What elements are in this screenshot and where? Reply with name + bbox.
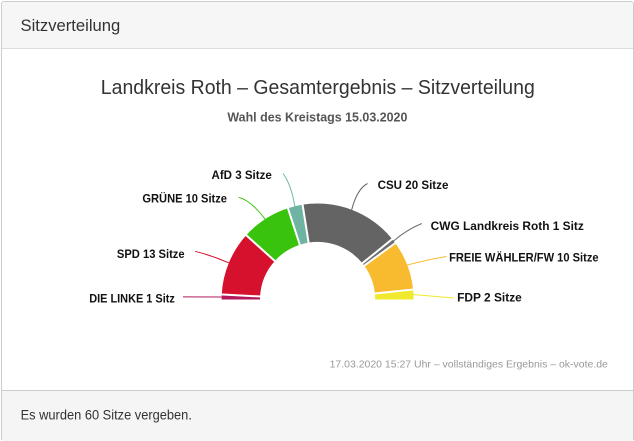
svg-text:Landkreis Roth – Gesamtergebni: Landkreis Roth – Gesamtergebnis – Sitzve… (101, 76, 535, 99)
svg-text:AfD 3 Sitze: AfD 3 Sitze (212, 168, 273, 182)
svg-text:Wahl des Kreistags 15.03.2020: Wahl des Kreistags 15.03.2020 (227, 110, 407, 124)
svg-text:DIE LINKE 1 Sitz: DIE LINKE 1 Sitz (89, 291, 175, 305)
svg-text:CWG Landkreis Roth 1 Sitz: CWG Landkreis Roth 1 Sitz (431, 219, 584, 233)
svg-text:FDP 2 Sitze: FDP 2 Sitze (457, 291, 522, 305)
svg-text:Sitzverteilung: Sitzverteilung (21, 16, 121, 35)
svg-text:CSU 20 Sitze: CSU 20 Sitze (378, 178, 449, 192)
svg-text:Es wurden 60 Sitze vergeben.: Es wurden 60 Sitze vergeben. (21, 407, 192, 423)
svg-text:GRÜNE 10 Sitze: GRÜNE 10 Sitze (142, 192, 227, 206)
svg-text:17.03.2020 15:27 Uhr – vollstä: 17.03.2020 15:27 Uhr – vollständiges Erg… (330, 358, 608, 370)
svg-text:FREIE WÄHLER/FW 10 Sitze: FREIE WÄHLER/FW 10 Sitze (449, 251, 599, 265)
svg-text:SPD 13 Sitze: SPD 13 Sitze (117, 247, 185, 261)
